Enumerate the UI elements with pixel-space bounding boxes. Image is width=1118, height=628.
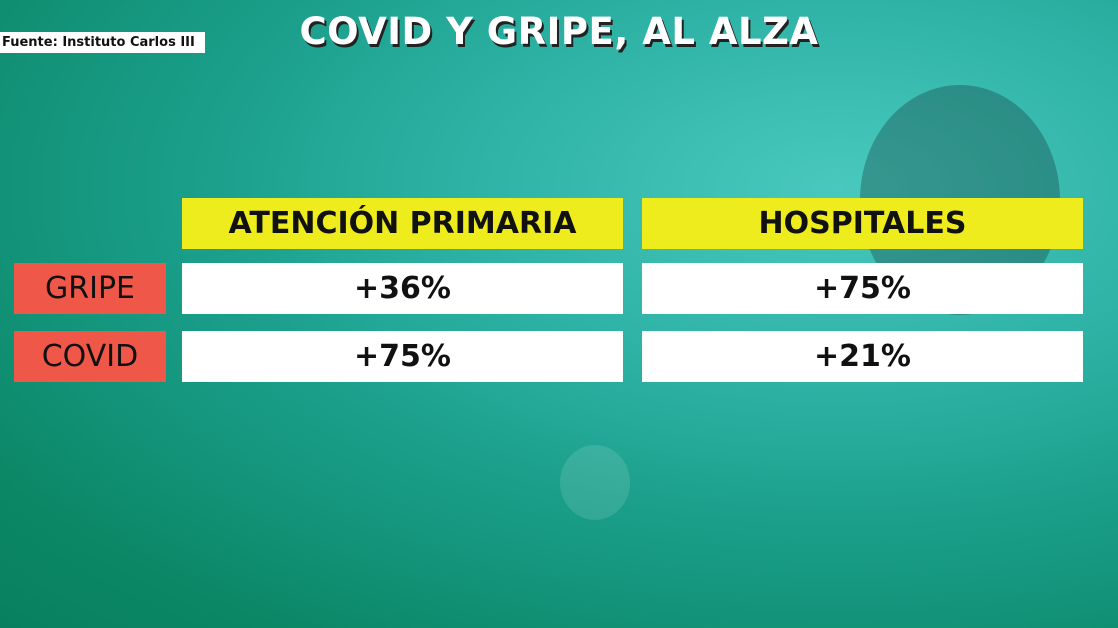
cell-gripe-primaria: +36% [182,263,623,314]
cell-covid-hospitales: +21% [642,331,1083,382]
cell-covid-primaria: +75% [182,331,623,382]
source-label: Fuente: Instituto Carlos III [0,32,205,53]
row-label-gripe: GRIPE [14,263,166,314]
page-title: COVID Y GRIPE, AL ALZA [299,10,819,53]
cell-gripe-hospitales: +75% [642,263,1083,314]
row-label-covid: COVID [14,331,166,382]
column-header-atencion-primaria: ATENCIÓN PRIMARIA [182,198,623,249]
button-decoration [560,445,630,520]
column-header-hospitales: HOSPITALES [642,198,1083,249]
